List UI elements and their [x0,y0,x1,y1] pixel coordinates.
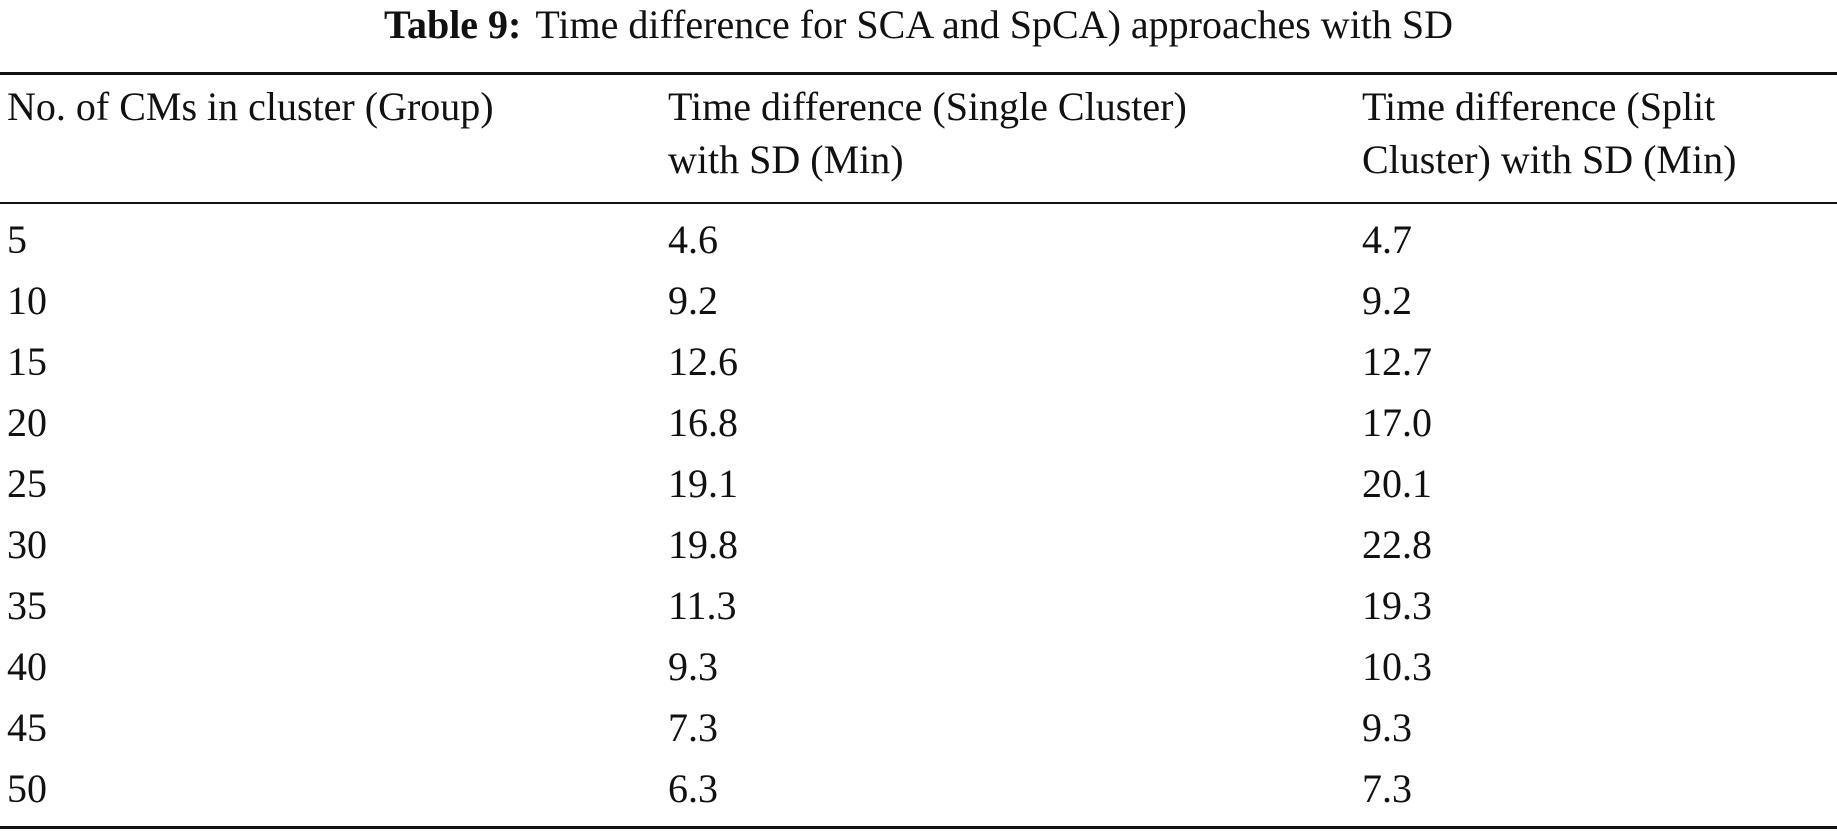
table-body: 5 4.6 4.7 10 9.2 9.2 15 12.6 12.7 20 16.… [0,215,1837,825]
cell-group: 30 [7,522,47,567]
cell-single: 9.2 [668,278,718,323]
table-row: 25 19.1 20.1 [0,459,1837,520]
table-row: 35 11.3 19.3 [0,581,1837,642]
table-caption-text: Time difference for SCA and SpCA) approa… [535,2,1454,47]
table-bottom-rule [0,826,1837,829]
table-caption: Table 9: Time difference for SCA and SpCA… [0,0,1837,60]
header-cell-single-line-1: Time difference (Single Cluster) [668,84,1187,129]
cell-split: 10.3 [1362,644,1432,689]
cell-group: 35 [7,583,47,628]
cell-single: 19.8 [668,522,738,567]
table-row: 15 12.6 12.7 [0,337,1837,398]
header-cell-split-line-2: Cluster) with SD (Min) [1362,137,1737,182]
cell-group: 45 [7,705,47,750]
header-cell-group-line-1: No. of CMs in cluster (Group) [7,84,494,129]
table-row: 20 16.8 17.0 [0,398,1837,459]
cell-split: 12.7 [1362,339,1432,384]
cell-split: 22.8 [1362,522,1432,567]
table-caption-label: Table 9: [383,2,522,47]
table-row: 5 4.6 4.7 [0,215,1837,276]
cell-split: 9.3 [1362,705,1412,750]
table-row: 40 9.3 10.3 [0,642,1837,703]
cell-group: 10 [7,278,47,323]
cell-split: 19.3 [1362,583,1432,628]
cell-single: 6.3 [668,766,718,811]
table-header-rule [0,202,1837,204]
cell-split: 9.2 [1362,278,1412,323]
table-row: 45 7.3 9.3 [0,703,1837,764]
cell-split: 20.1 [1362,461,1432,506]
table-row: 50 6.3 7.3 [0,764,1837,825]
cell-split: 17.0 [1362,400,1432,445]
cell-group: 50 [7,766,47,811]
header-cell-single-line-2: with SD (Min) [668,137,904,182]
cell-group: 25 [7,461,47,506]
cell-split: 4.7 [1362,217,1412,262]
cell-group: 40 [7,644,47,689]
header-cell-split-line-1: Time difference (Split [1362,84,1716,129]
table-row: 10 9.2 9.2 [0,276,1837,337]
cell-split: 7.3 [1362,766,1412,811]
cell-single: 4.6 [668,217,718,262]
cell-single: 16.8 [668,400,738,445]
cell-group: 20 [7,400,47,445]
cell-group: 5 [7,217,27,262]
table-header-row: No. of CMs in cluster (Group) Time diffe… [0,82,1837,198]
cell-single: 9.3 [668,644,718,689]
table-row: 30 19.8 22.8 [0,520,1837,581]
cell-single: 7.3 [668,705,718,750]
cell-group: 15 [7,339,47,384]
cell-single: 12.6 [668,339,738,384]
cell-single: 19.1 [668,461,738,506]
cell-single: 11.3 [668,583,737,628]
table-top-rule [0,72,1837,75]
